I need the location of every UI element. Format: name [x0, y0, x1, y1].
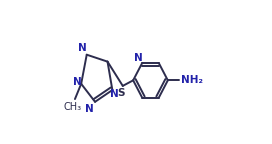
Text: N: N — [73, 77, 81, 87]
Text: N: N — [85, 104, 94, 114]
Text: N: N — [78, 43, 86, 53]
Text: N: N — [110, 89, 119, 99]
Text: CH₃: CH₃ — [64, 102, 82, 112]
Text: NH₂: NH₂ — [181, 75, 203, 85]
Text: N: N — [134, 53, 143, 63]
Text: S: S — [117, 88, 124, 98]
